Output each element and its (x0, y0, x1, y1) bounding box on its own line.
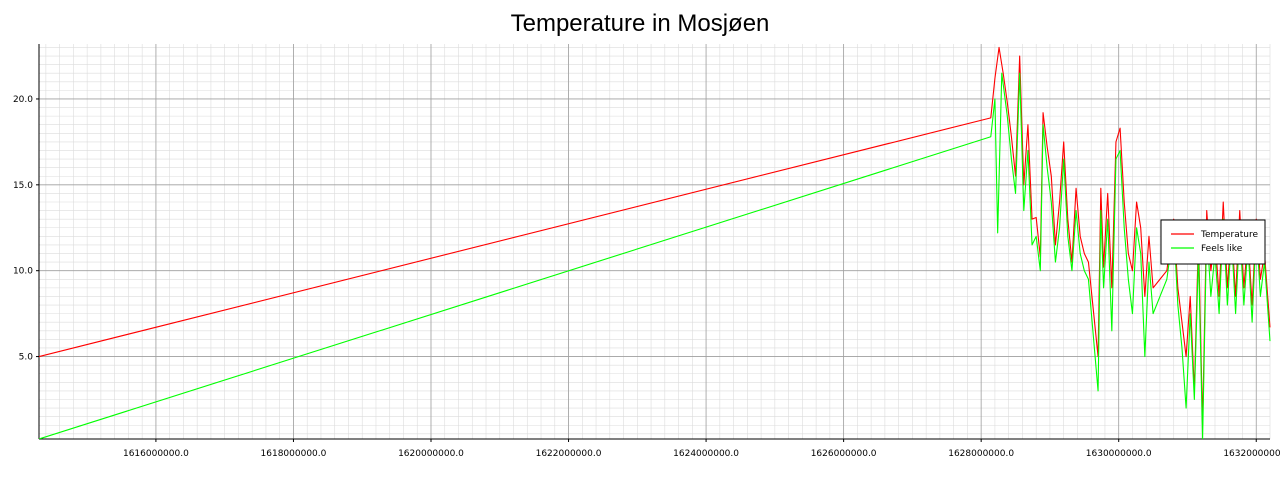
x-tick-label: 1624000000.0 (673, 449, 739, 459)
series-line-feels-like (39, 72, 1271, 439)
series-line-temperature (39, 46, 1271, 426)
y-tick-label: 10.0 (13, 267, 33, 277)
x-tick-label: 1622000000.0 (536, 449, 602, 459)
grid (39, 44, 1271, 439)
x-tick-label: 1630000000.0 (1086, 449, 1152, 459)
series-lines (39, 46, 1271, 439)
axes: 1616000000.0 1618000000.0 1620000000.0 1622… (13, 44, 1280, 459)
y-tick-label: 20.0 (13, 95, 33, 105)
legend-box (1160, 219, 1266, 265)
legend-label: Feels like (1201, 244, 1243, 254)
x-tick-label: 1618000000.0 (261, 449, 327, 459)
chart-title: Temperature in Mosjøen (510, 10, 770, 37)
legend: Temperature Feels like (1160, 219, 1266, 265)
x-tick-label: 1628000000.0 (948, 449, 1014, 459)
x-tick-label: 1632000000.0 (1223, 449, 1280, 459)
x-tick-label: 1620000000.0 (398, 449, 464, 459)
x-tick-label: 1616000000.0 (123, 449, 189, 459)
y-tick-label: 15.0 (13, 181, 33, 191)
x-tick-label: 1626000000.0 (811, 449, 877, 459)
y-tick-label: 5.0 (19, 353, 34, 363)
legend-label: Temperature (1200, 230, 1258, 240)
